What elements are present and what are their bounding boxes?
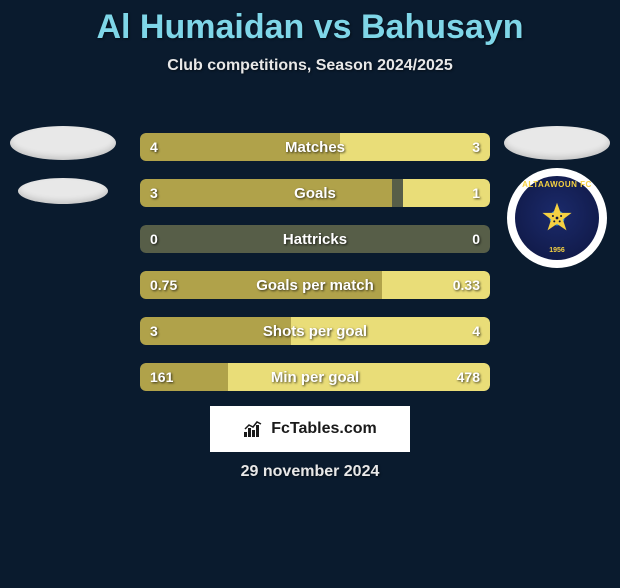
- stat-value-left: 0: [150, 225, 158, 253]
- club-badge-inner: ALTAAWOUN FC 1956: [515, 176, 599, 260]
- stat-value-right: 0: [472, 225, 480, 253]
- stat-row: Matches4 3: [140, 133, 490, 161]
- date-label: 29 november 2024: [0, 463, 620, 481]
- stat-value-left: 161: [150, 363, 173, 391]
- stat-row: Min per goal161 478: [140, 363, 490, 391]
- left-player-column: [8, 126, 118, 222]
- stat-label: Min per goal: [140, 363, 490, 391]
- avatar-placeholder: [10, 126, 116, 160]
- right-player-column: ALTAAWOUN FC 1956: [502, 126, 612, 268]
- stat-label: Goals: [140, 179, 490, 207]
- badge-club-name: ALTAAWOUN FC: [515, 180, 599, 189]
- stat-label: Goals per match: [140, 271, 490, 299]
- badge-star-icon: [540, 201, 574, 235]
- watermark: FcTables.com: [210, 406, 410, 452]
- club-badge: ALTAAWOUN FC 1956: [507, 168, 607, 268]
- badge-year: 1956: [549, 247, 565, 254]
- stat-value-right: 0.33: [453, 271, 480, 299]
- stat-label: Matches: [140, 133, 490, 161]
- stat-value-right: 478: [457, 363, 480, 391]
- stat-value-left: 0.75: [150, 271, 177, 299]
- stat-label: Hattricks: [140, 225, 490, 253]
- subtitle: Club competitions, Season 2024/2025: [0, 57, 620, 75]
- stat-value-right: 3: [472, 133, 480, 161]
- stat-value-right: 4: [472, 317, 480, 345]
- stat-row: Hattricks0 0: [140, 225, 490, 253]
- stat-label: Shots per goal: [140, 317, 490, 345]
- avatar-placeholder: [504, 126, 610, 160]
- stat-value-left: 3: [150, 179, 158, 207]
- stat-value-left: 4: [150, 133, 158, 161]
- stat-value-left: 3: [150, 317, 158, 345]
- watermark-text: FcTables.com: [271, 420, 377, 438]
- chart-icon: [243, 420, 265, 438]
- avatar-placeholder: [18, 178, 108, 204]
- stats-chart: Matches43Goals31Hattricks00Goals per mat…: [140, 133, 490, 409]
- stat-row: Goals3 1: [140, 179, 490, 207]
- stat-value-right: 1: [472, 179, 480, 207]
- stat-row: Shots per goal3 4: [140, 317, 490, 345]
- stat-row: Goals per match0.75 0.33: [140, 271, 490, 299]
- page-title: Al Humaidan vs Bahusayn: [0, 8, 620, 47]
